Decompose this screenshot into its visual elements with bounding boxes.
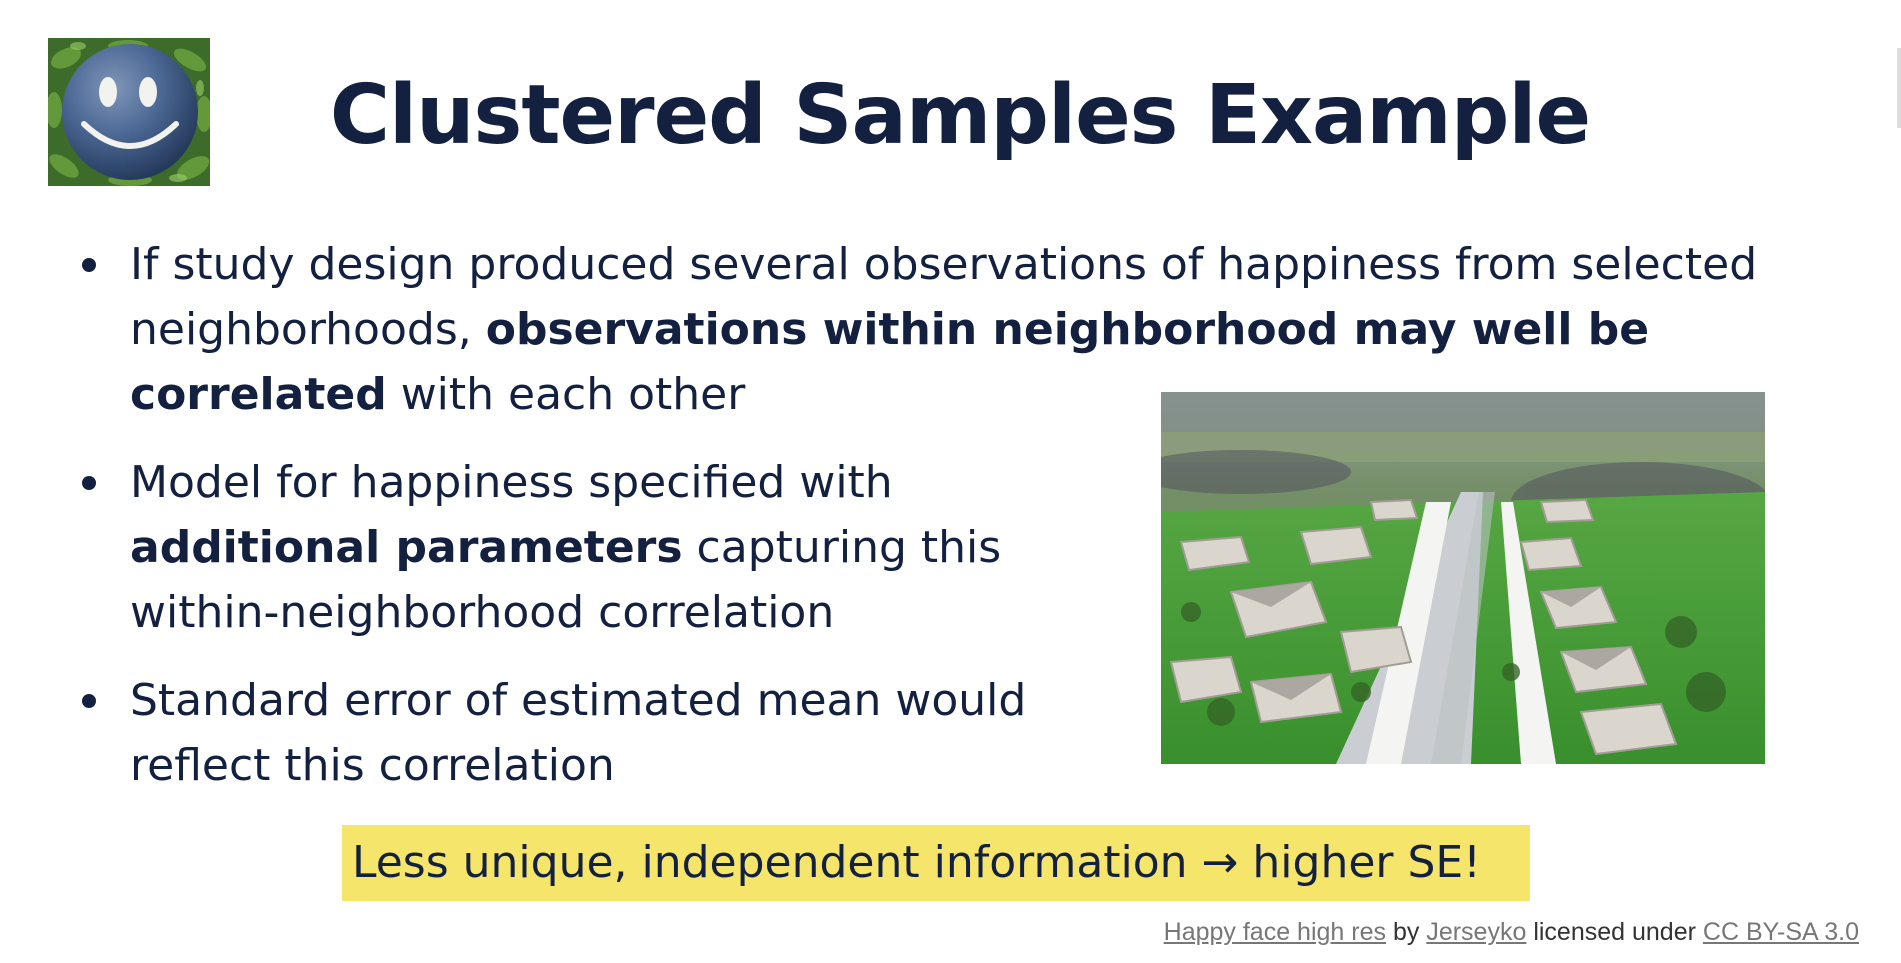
bullet-text: If study design produced several observa… — [130, 239, 1758, 355]
credit-link-image[interactable]: Happy face high res — [1163, 918, 1386, 946]
key-takeaway-highlight: Less unique, independent information → h… — [342, 825, 1530, 901]
bullet-text-bold: observations within neighborhood may wel… — [130, 304, 1650, 420]
bullet-text: capturing this within-neighborhood corre… — [130, 522, 1002, 638]
bullet-text: Model for happiness specified with — [130, 457, 893, 508]
edge-divider — [1897, 48, 1901, 128]
bullet-item: If study design produced several observa… — [74, 232, 1790, 427]
image-credit: Happy face high res by Jerseyko licensed… — [1164, 918, 1859, 947]
smiley-face-icon — [48, 38, 210, 186]
bullet-list: If study design produced several observa… — [74, 232, 1774, 798]
bullet-item: Model for happiness specified with addit… — [74, 450, 1130, 645]
bullet-dot-icon — [82, 476, 96, 490]
neighborhood-aerial-photo — [1161, 392, 1765, 764]
bullet-dot-icon — [82, 694, 96, 708]
credit-link-license[interactable]: CC BY-SA 3.0 — [1702, 918, 1859, 946]
bullet-text: with each other — [386, 369, 746, 420]
bullet-text-bold: additional parameters — [130, 522, 683, 573]
credit-link-author[interactable]: Jerseyko — [1426, 918, 1527, 946]
credit-by-text: by — [1392, 918, 1420, 946]
bullet-text: Standard error of estimated mean would r… — [130, 675, 1027, 791]
bullet-dot-icon — [82, 258, 96, 272]
slide-title: Clustered Samples Example — [329, 68, 1591, 163]
bullet-item: Standard error of estimated mean would r… — [74, 668, 1130, 798]
credit-licensed-text: licensed under — [1533, 918, 1696, 946]
